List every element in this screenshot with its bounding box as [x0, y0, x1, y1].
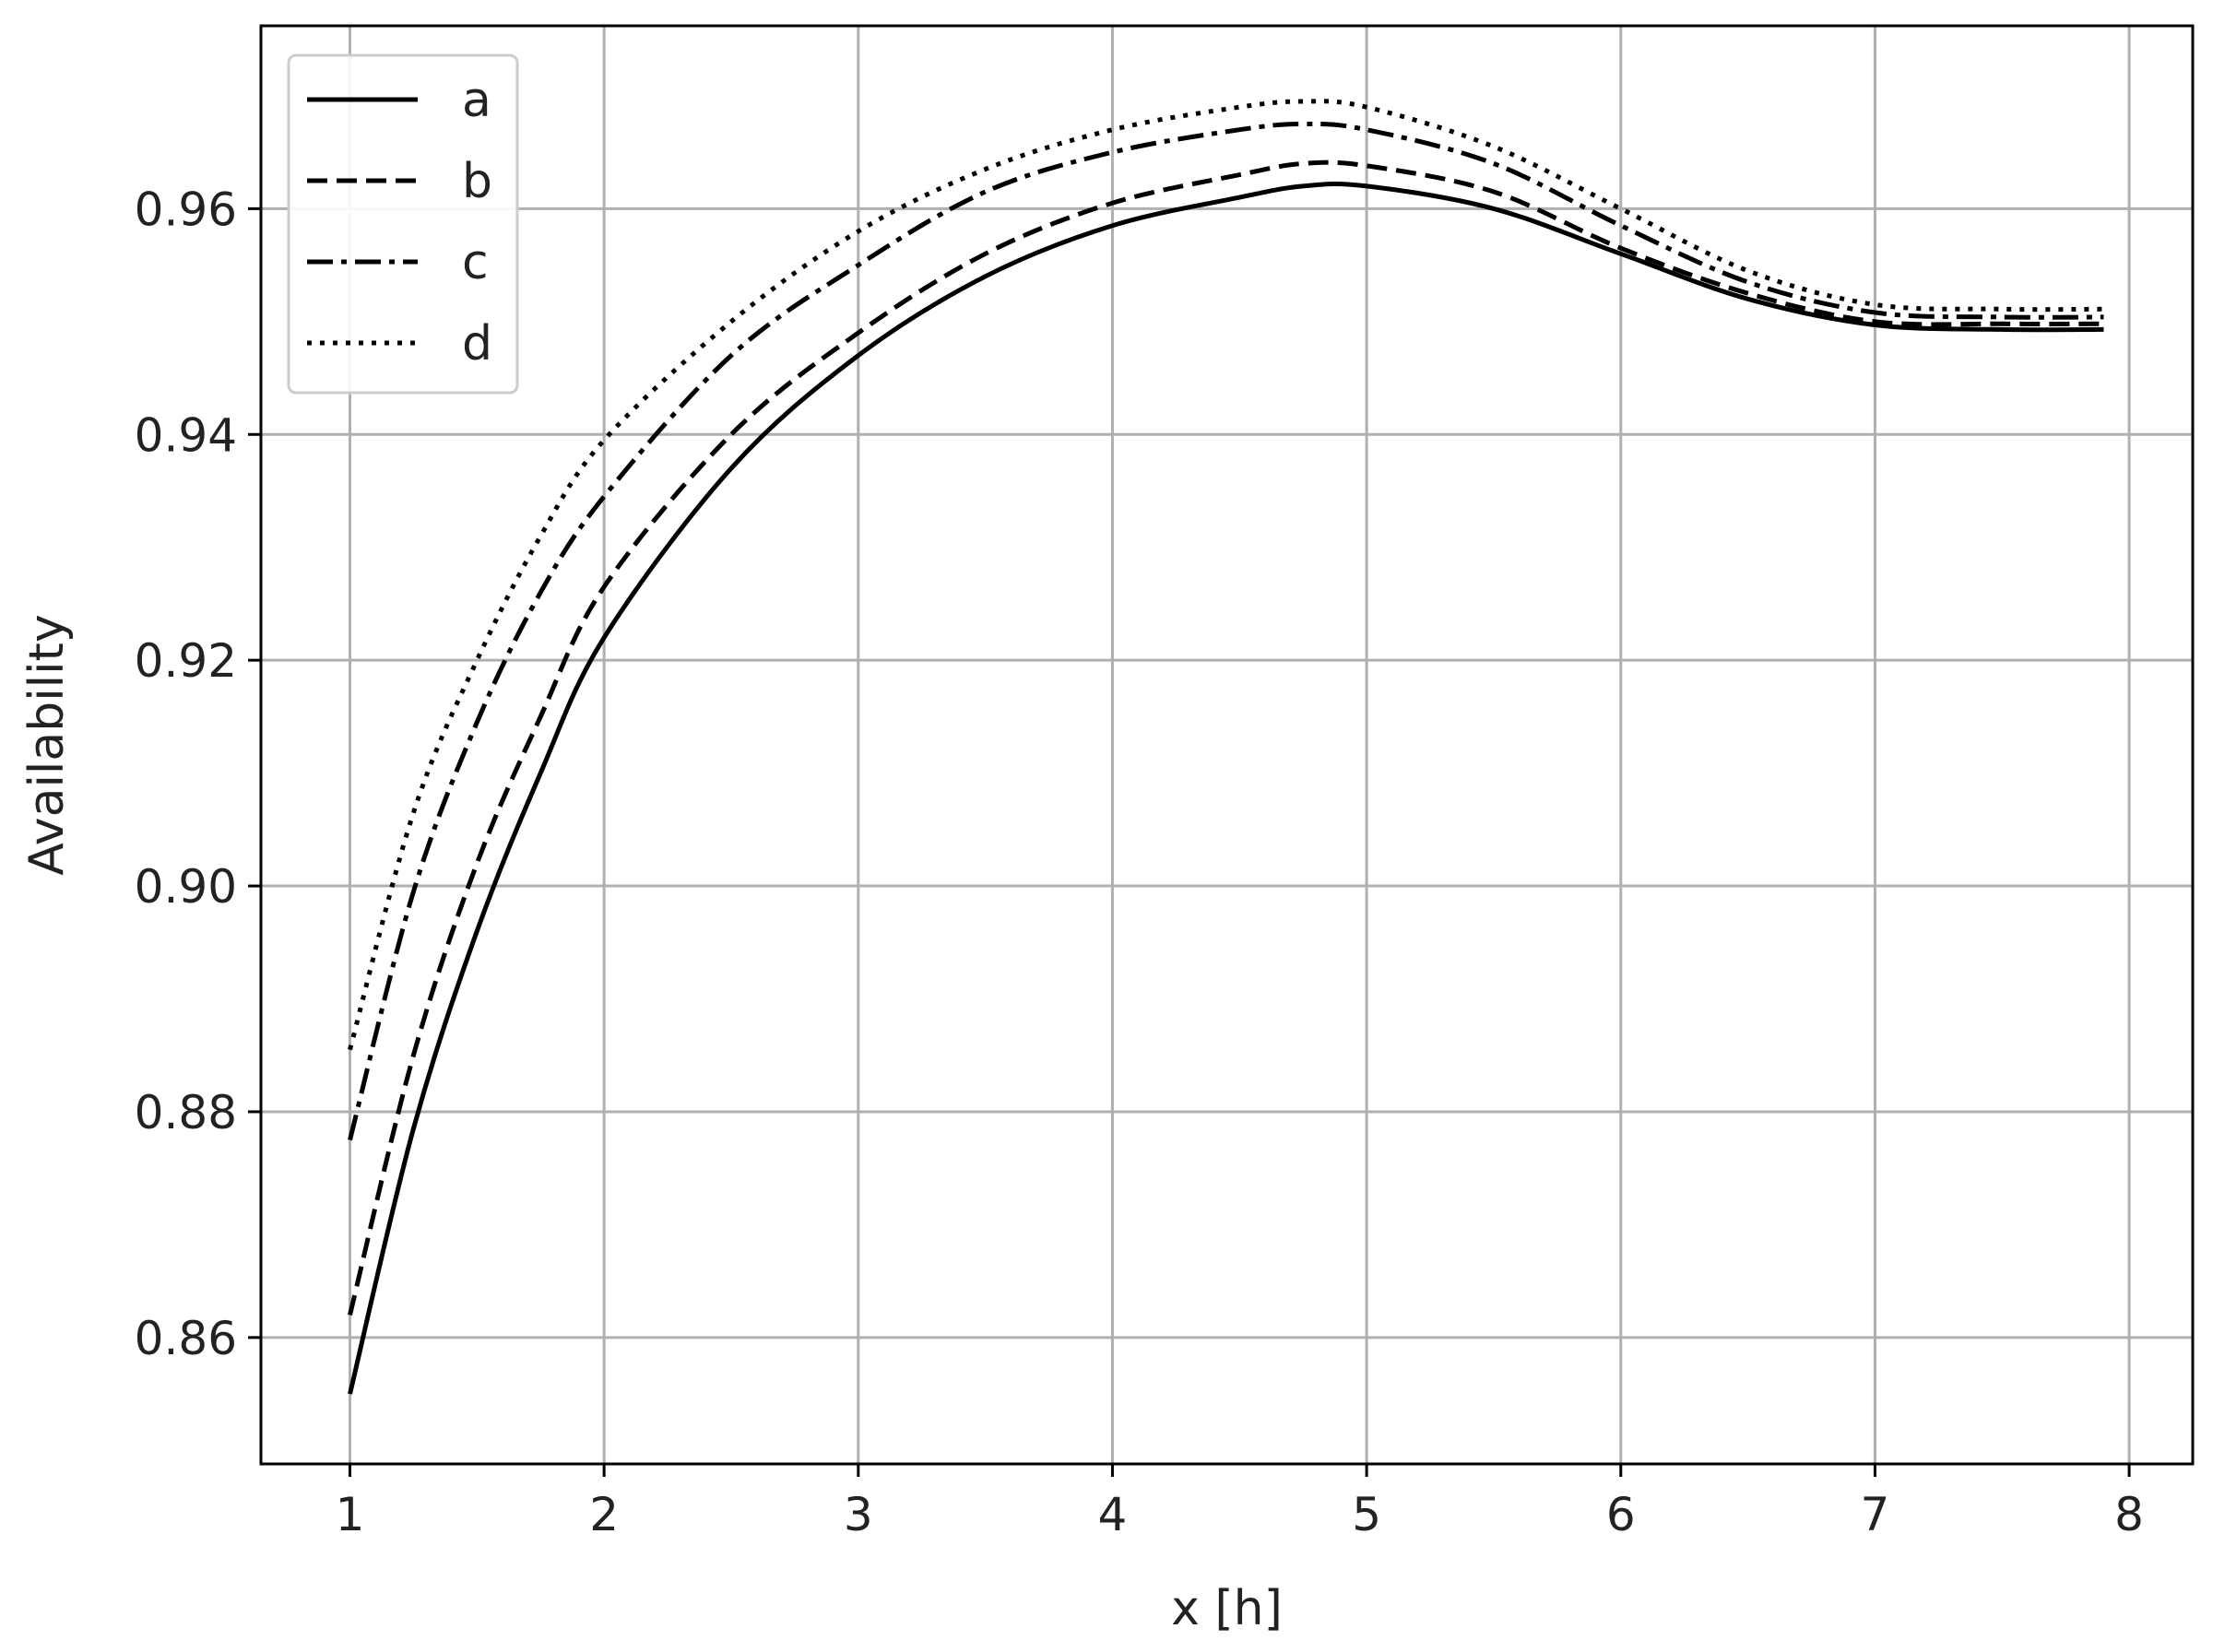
series-lines	[348, 99, 2104, 1395]
legend-label-b: b	[462, 154, 492, 209]
axis-ticks: 1 2 3 4 5 6 7 8 0.86 0.88 0.90 0.92 0.94 0.96	[135, 183, 2144, 1541]
x-tick-label: 7	[1861, 1488, 1890, 1541]
legend-label-a: a	[462, 73, 491, 128]
series-line-a	[348, 182, 2104, 1395]
x-axis-label: x [h]	[1171, 1581, 1283, 1636]
x-tick-label: 6	[1606, 1488, 1636, 1541]
legend-label-c: c	[462, 235, 489, 290]
x-tick-label: 3	[844, 1488, 873, 1541]
series-line-b	[348, 159, 2104, 1316]
x-tick-label: 8	[2114, 1488, 2144, 1541]
y-tick-label: 0.90	[135, 860, 237, 914]
plot-frame	[259, 24, 2195, 1466]
y-tick-label: 0.96	[135, 183, 237, 236]
y-tick-label: 0.86	[135, 1312, 237, 1365]
y-axis-label: Availability	[19, 614, 75, 875]
y-tick-label: 0.88	[135, 1086, 237, 1139]
x-tick-label: 4	[1098, 1488, 1128, 1541]
x-tick-label: 1	[336, 1488, 365, 1541]
legend-box	[287, 53, 519, 395]
y-tick-label: 0.94	[135, 408, 237, 462]
y-tick-label: 0.92	[135, 634, 237, 688]
x-tick-label: 2	[589, 1488, 619, 1541]
legend-label-d: d	[462, 316, 492, 372]
series-line-c	[348, 121, 2104, 1141]
x-tick-label: 5	[1352, 1488, 1381, 1541]
